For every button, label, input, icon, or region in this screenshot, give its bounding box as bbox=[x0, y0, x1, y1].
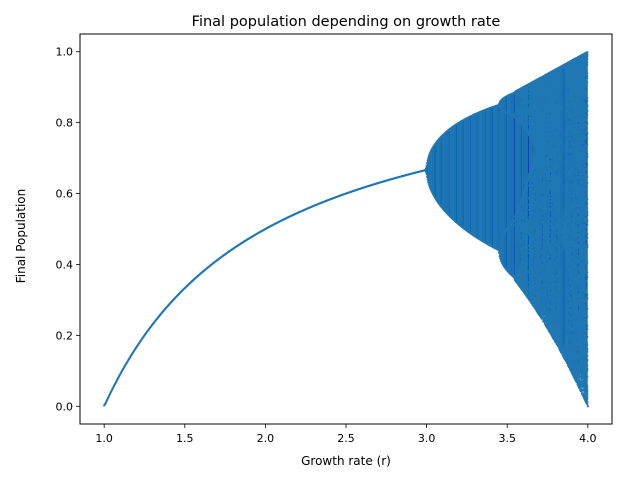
data-layer bbox=[103, 51, 589, 408]
x-axis: 1.0 1.5 2.0 2.5 3.0 3.5 4.0 bbox=[95, 424, 597, 445]
y-axis: 0.0 0.2 0.4 0.6 0.8 1.0 bbox=[56, 46, 80, 413]
y-axis-label: Final Population bbox=[14, 189, 28, 284]
y-tick-label: 0.0 bbox=[56, 400, 74, 413]
chart-title: Final population depending on growth rat… bbox=[192, 14, 501, 30]
x-tick-label: 1.5 bbox=[176, 432, 194, 445]
y-tick-label: 0.6 bbox=[56, 188, 74, 201]
x-tick-label: 1.0 bbox=[95, 432, 113, 445]
x-tick-label: 3.5 bbox=[498, 432, 516, 445]
population-points bbox=[103, 51, 589, 408]
x-tick-label: 2.0 bbox=[257, 432, 275, 445]
x-tick-label: 2.5 bbox=[337, 432, 355, 445]
x-axis-label: Growth rate (r) bbox=[301, 454, 391, 468]
y-tick-label: 0.4 bbox=[56, 258, 74, 271]
x-tick-label: 3.0 bbox=[418, 432, 436, 445]
y-tick-label: 0.2 bbox=[56, 329, 74, 342]
x-tick-label: 4.0 bbox=[579, 432, 597, 445]
y-tick-label: 0.8 bbox=[56, 117, 74, 130]
y-tick-label: 1.0 bbox=[56, 46, 74, 59]
